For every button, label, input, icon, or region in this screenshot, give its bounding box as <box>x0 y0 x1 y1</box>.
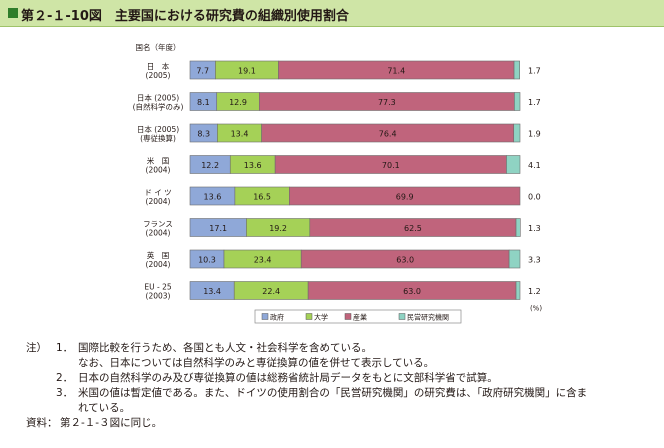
data-label: 10.3 <box>198 256 216 265</box>
note-label: 注） <box>26 342 47 354</box>
bar-segment <box>513 123 521 143</box>
data-label: 13.4 <box>203 287 221 296</box>
data-label: 13.6 <box>244 161 262 170</box>
legend-label: 大学 <box>314 313 328 322</box>
note-number: 1． <box>56 342 74 354</box>
data-label: 17.1 <box>209 224 227 233</box>
header-label: 国名（年度） <box>136 42 181 52</box>
title-square-icon <box>8 8 18 18</box>
data-label-side: 1.2 <box>528 287 541 296</box>
bar-segment <box>289 186 521 206</box>
note-text: 国際比較を行うため、各国とも人文・社会科学を含めている。 <box>78 342 372 354</box>
category-label: ド イ ツ <box>144 188 171 197</box>
data-label: 19.2 <box>269 224 287 233</box>
note-label: 資料： <box>26 417 58 429</box>
data-label-side: 1.7 <box>528 98 541 107</box>
category-sublabel: (2004) <box>146 166 171 175</box>
category-sublabel: (2004) <box>146 260 171 269</box>
data-label: 63.0 <box>403 287 421 296</box>
category-sublabel: (自然科学のみ) <box>133 102 184 112</box>
data-label-side: 1.9 <box>528 130 541 139</box>
data-label: 23.4 <box>254 256 272 265</box>
note-text: 第２-１-３図に同じ。 <box>60 417 163 429</box>
data-label: 19.1 <box>238 67 256 76</box>
data-label: 8.1 <box>197 98 210 107</box>
bar-segment <box>514 92 521 111</box>
category-label: EU - 25 <box>144 283 171 292</box>
note-text: 米国の値は暫定値である。また、ドイツの使用割合の「民営研究機関」の研究費は、「政… <box>78 387 588 399</box>
data-label-side: 1.3 <box>528 224 541 233</box>
bar-segment <box>515 218 521 237</box>
category-label: 英 国 <box>147 250 170 260</box>
bar-segment <box>515 281 521 300</box>
legend-label: 民営研究機関 <box>407 313 449 322</box>
data-label: 69.9 <box>396 193 414 202</box>
category-sublabel: (2005) <box>146 71 171 80</box>
data-label: 63.0 <box>396 256 414 265</box>
note-number: 2． <box>56 372 74 384</box>
legend-swatch <box>344 313 352 320</box>
data-label-side: 0.0 <box>528 193 541 202</box>
category-sublabel: (専従換算) <box>140 133 176 143</box>
data-label: 12.9 <box>229 98 247 107</box>
category-sublabel: (2003) <box>146 292 171 301</box>
data-label-side: 3.3 <box>528 256 541 265</box>
category-sublabel: (2004) <box>146 229 171 238</box>
category-sublabel: (2004) <box>146 197 171 206</box>
bar-segment <box>513 60 520 80</box>
category-label: 米 国 <box>147 156 170 166</box>
data-label: 77.3 <box>378 98 396 107</box>
legend-swatch <box>305 313 313 320</box>
category-label: 日本 (2005) <box>137 124 179 134</box>
data-label-side: 4.1 <box>528 161 541 170</box>
category-label: フランス <box>143 220 173 229</box>
legend-label: 産業 <box>353 313 367 322</box>
data-label: 22.4 <box>262 287 280 296</box>
data-label: 16.5 <box>253 193 271 202</box>
legend-swatch <box>398 313 406 320</box>
data-label: 13.6 <box>204 193 222 202</box>
chart-title: 第２-１-10図 主要国における研究費の組織別使用割合 <box>21 9 349 24</box>
note-text: 日本の自然科学のみ及び専従換算の値は総務省統計局データをもとに文部科学省で試算。 <box>78 372 498 384</box>
data-label: 62.5 <box>404 224 422 233</box>
category-label: 日 本 <box>147 61 170 71</box>
bar-segment <box>506 155 521 174</box>
data-label: 70.1 <box>382 161 400 170</box>
stacked-bar-chart: 国名（年度）日 本(2005) 7.7 19.1 71.4 1.7日本 (2005)(自… <box>133 42 542 324</box>
unit-label: (%) <box>530 305 542 313</box>
data-label: 76.4 <box>379 130 397 139</box>
bar-segment <box>508 249 521 269</box>
note-text: れている。 <box>78 402 131 414</box>
data-label: 8.3 <box>197 130 210 139</box>
note-number: 3． <box>56 387 74 399</box>
legend-swatch <box>261 313 269 320</box>
data-label-side: 1.7 <box>528 67 541 76</box>
category-label: 日本 (2005) <box>137 93 179 103</box>
data-label: 12.2 <box>201 161 219 170</box>
data-label: 71.4 <box>387 67 405 76</box>
note-text: なお、日本については自然科学のみと専従換算の値を併せて表示している。 <box>78 357 435 369</box>
legend-label: 政府 <box>270 313 284 322</box>
title-bar: 第２-１-10図 主要国における研究費の組織別使用割合 <box>0 0 664 27</box>
data-label: 13.4 <box>231 130 249 139</box>
data-label: 7.7 <box>196 67 209 76</box>
